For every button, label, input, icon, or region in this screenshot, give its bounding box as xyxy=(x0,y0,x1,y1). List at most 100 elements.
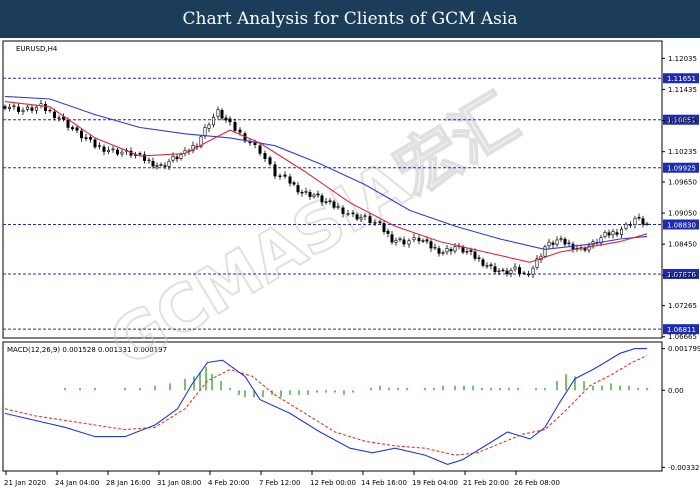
candle-body xyxy=(481,259,485,266)
chart-area: EURUSD,H4 MACD(12,26,9) 0.001528 0.00133… xyxy=(2,40,700,487)
candle-body xyxy=(346,213,350,215)
macd-axis: 0.001799 0.00 -0.003329 xyxy=(662,345,700,472)
level-label-bg xyxy=(663,114,699,125)
candle-body xyxy=(89,137,93,140)
level-label-bg xyxy=(663,268,699,279)
candle-body xyxy=(316,193,320,196)
macd-tick-label: -0.003329 xyxy=(668,464,700,472)
candle-body xyxy=(390,234,394,243)
time-tick-label: 28 Jan 16:00 xyxy=(106,479,150,487)
candle-body xyxy=(52,111,56,118)
candle-body xyxy=(320,195,324,203)
candle-body xyxy=(615,232,619,235)
candle-body xyxy=(489,264,493,266)
candle-body xyxy=(421,240,425,242)
level-label: 1.06811 xyxy=(667,326,696,334)
ma-blue-line xyxy=(4,95,648,250)
candle-body xyxy=(449,249,453,252)
moving-averages xyxy=(4,95,648,263)
candle-body xyxy=(628,224,632,226)
price-panel: EURUSD,H4 MACD(12,26,9) 0.001528 0.00133… xyxy=(2,40,700,487)
candle-body xyxy=(93,139,97,148)
candle-body xyxy=(433,246,437,249)
candle-body xyxy=(555,239,559,245)
candle-body xyxy=(402,239,406,245)
candle-body xyxy=(382,223,386,232)
candle-body xyxy=(151,160,155,167)
candle-body xyxy=(116,149,120,155)
time-tick-label: 24 Jan 04:00 xyxy=(55,479,99,487)
candle-body xyxy=(501,269,505,272)
candle-body xyxy=(147,159,151,162)
candle-body xyxy=(233,122,237,131)
time-tick-label: 19 Feb 04:00 xyxy=(412,479,458,487)
candle-body xyxy=(71,127,75,130)
candle-body xyxy=(120,151,124,155)
candle-body xyxy=(48,109,52,112)
candle-body xyxy=(324,201,328,203)
level-label: 1.09925 xyxy=(667,165,696,173)
candle-body xyxy=(75,127,79,131)
candle-body xyxy=(216,109,220,117)
candle-body xyxy=(207,124,211,129)
time-tick-label: 26 Feb 08:00 xyxy=(514,479,560,487)
macd-label: MACD(12,26,9) 0.001528 0.001331 0.000197 xyxy=(7,346,167,354)
candle-body xyxy=(25,106,29,110)
candle-body xyxy=(351,212,355,215)
candle-body xyxy=(21,110,25,112)
candle-body xyxy=(273,164,277,177)
candle-body xyxy=(526,273,530,276)
candle-body xyxy=(179,154,183,159)
candle-body xyxy=(547,241,551,247)
candle-body xyxy=(80,130,84,139)
candle-body xyxy=(645,223,649,225)
price-tick-label: 1.07265 xyxy=(668,302,697,310)
candle-body xyxy=(429,241,433,249)
price-tick-label: 1.11435 xyxy=(668,86,697,94)
candle-body xyxy=(163,165,167,167)
time-tick-label: 14 Feb 16:00 xyxy=(361,479,407,487)
candle-body xyxy=(30,107,34,111)
candle-body xyxy=(143,154,147,161)
candle-body xyxy=(8,106,12,109)
candle-body xyxy=(66,119,70,128)
candle-body xyxy=(599,237,603,244)
candle-body xyxy=(34,106,38,111)
candle-body xyxy=(493,266,497,273)
candle-body xyxy=(473,251,477,259)
candle-body xyxy=(228,118,232,123)
candle-body xyxy=(212,116,216,126)
level-label-bg xyxy=(663,219,699,230)
candle-body xyxy=(138,153,142,155)
candle-body xyxy=(559,238,563,240)
candle-body xyxy=(98,145,102,147)
candle-body xyxy=(328,200,332,202)
time-tick-label: 31 Jan 08:00 xyxy=(157,479,201,487)
time-tick-label: 21 Feb 20:00 xyxy=(463,479,509,487)
candle-body xyxy=(522,272,526,275)
candle-body xyxy=(417,237,421,242)
candle-body xyxy=(637,216,641,219)
price-tick-label: 1.09650 xyxy=(668,178,697,186)
title-bar: Chart Analysis for Clients of GCM Asia xyxy=(0,0,700,38)
candle-body xyxy=(603,231,607,237)
price-tick-label: 1.10235 xyxy=(668,148,697,156)
candle-body xyxy=(363,215,367,217)
level-label: 1.07876 xyxy=(667,271,696,279)
price-panel-frame xyxy=(2,40,663,339)
candle-body xyxy=(386,230,390,234)
candle-body xyxy=(84,137,88,139)
candle-body xyxy=(469,249,473,252)
candle-body xyxy=(624,223,628,229)
candle-body xyxy=(16,106,20,112)
candle-body xyxy=(611,231,615,236)
candle-body xyxy=(332,201,336,208)
price-tick-label: 1.07850 xyxy=(668,272,697,280)
time-tick-label: 21 Jan 2020 xyxy=(4,479,46,487)
candle-body xyxy=(517,267,521,274)
candle-body xyxy=(633,217,637,225)
ma-red-line xyxy=(4,101,648,263)
level-label: 1.08830 xyxy=(667,221,696,229)
signal-line xyxy=(4,355,648,456)
candle-body xyxy=(107,149,111,152)
